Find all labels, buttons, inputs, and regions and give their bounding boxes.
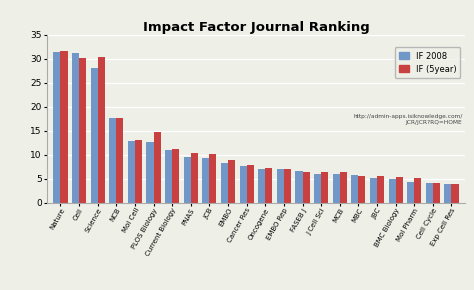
Bar xyxy=(340,172,347,203)
Bar xyxy=(295,171,302,203)
Bar xyxy=(302,172,310,203)
Bar xyxy=(210,155,217,203)
Bar xyxy=(191,153,198,203)
Bar xyxy=(314,174,321,203)
Bar xyxy=(61,51,67,203)
Bar xyxy=(239,166,246,203)
Bar xyxy=(79,58,86,203)
Bar xyxy=(184,157,191,203)
Bar xyxy=(202,158,210,203)
Bar xyxy=(128,141,135,203)
Bar xyxy=(146,142,154,203)
Bar xyxy=(72,53,79,203)
Bar xyxy=(277,169,284,203)
Bar xyxy=(98,57,105,203)
Bar xyxy=(351,175,358,203)
Bar xyxy=(135,140,142,203)
Bar xyxy=(370,178,377,203)
Bar xyxy=(258,169,265,203)
Bar xyxy=(228,160,235,203)
Bar xyxy=(54,52,61,203)
Bar xyxy=(396,177,403,203)
Bar xyxy=(414,178,421,203)
Title: Impact Factor Journal Ranking: Impact Factor Journal Ranking xyxy=(143,21,369,34)
Legend: IF 2008, IF (5year): IF 2008, IF (5year) xyxy=(395,47,460,78)
Bar xyxy=(389,179,396,203)
Bar xyxy=(221,163,228,203)
Bar xyxy=(407,182,414,203)
Bar xyxy=(91,68,98,203)
Bar xyxy=(451,184,458,203)
Bar xyxy=(445,184,451,203)
Bar xyxy=(284,169,291,203)
Bar xyxy=(358,176,365,203)
Bar xyxy=(321,172,328,203)
Bar xyxy=(109,118,116,203)
Bar xyxy=(165,150,172,203)
Bar xyxy=(426,183,433,203)
Text: http://admin-apps.isiknowledge.com/
JCR/JCR?RQ=HOME: http://admin-apps.isiknowledge.com/ JCR/… xyxy=(353,114,463,125)
Bar xyxy=(154,132,161,203)
Bar xyxy=(116,118,123,203)
Bar xyxy=(377,176,384,203)
Bar xyxy=(265,168,273,203)
Bar xyxy=(433,183,440,203)
Bar xyxy=(246,164,254,203)
Bar xyxy=(172,149,179,203)
Bar xyxy=(333,174,340,203)
